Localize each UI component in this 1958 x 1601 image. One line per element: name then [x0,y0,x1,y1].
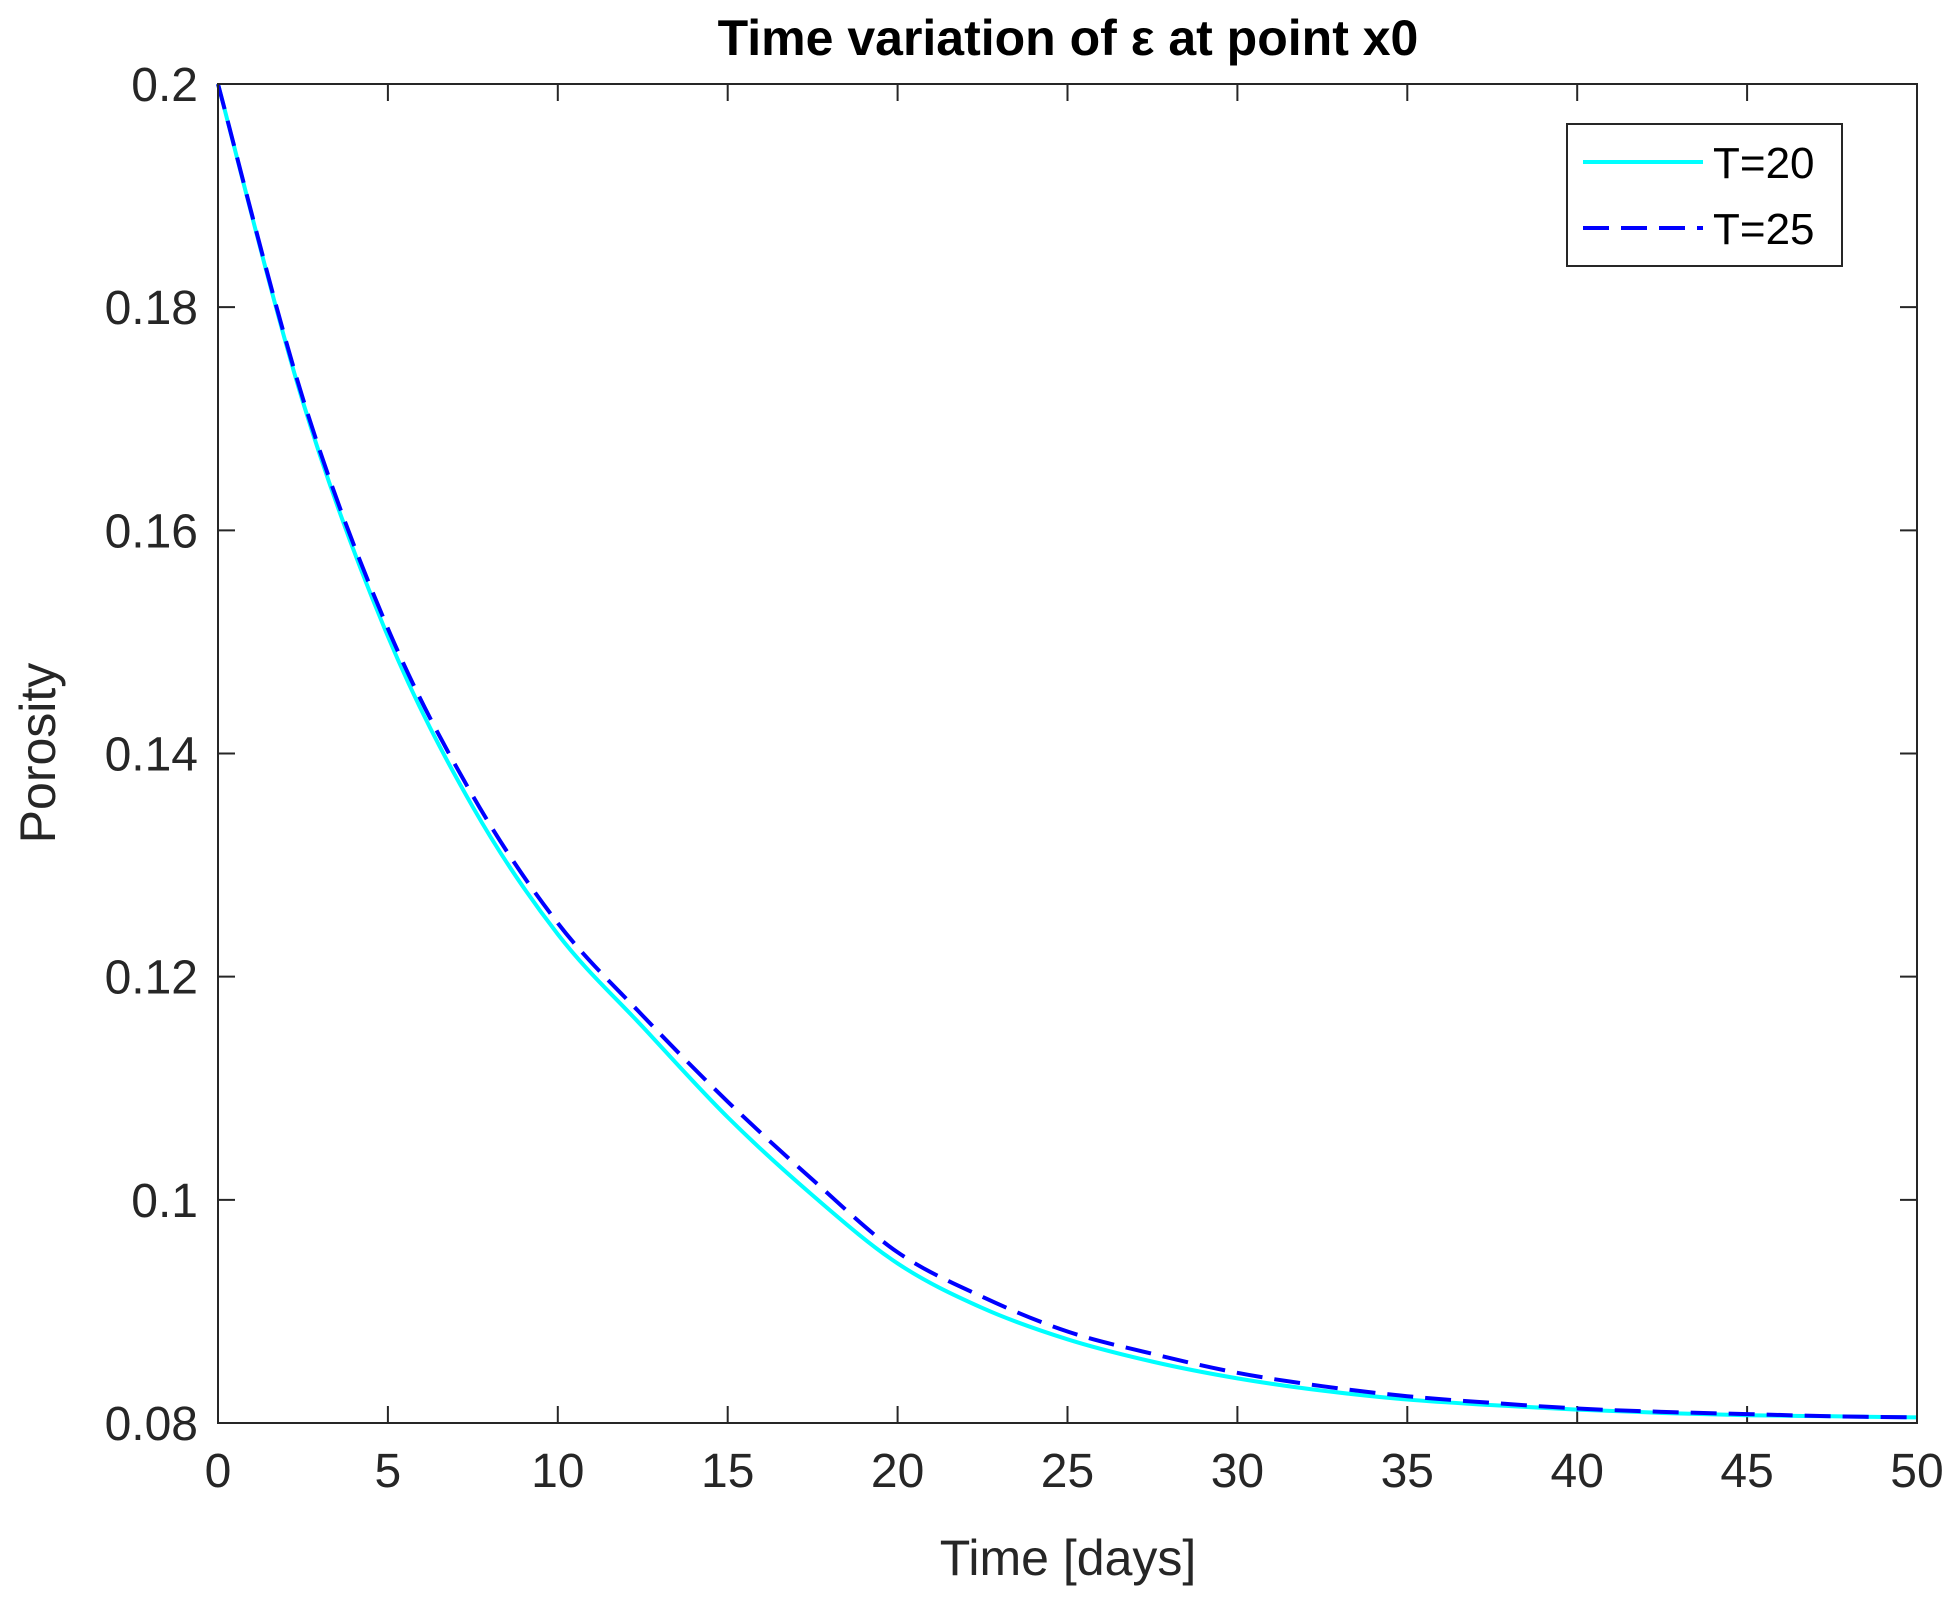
y-tick-label: 0.18 [105,282,198,335]
x-tick-label: 5 [375,1445,402,1498]
y-tick-label: 0.12 [105,952,198,1005]
plot-frame [217,83,1918,1424]
chart-title: Time variation of ε at point x0 [718,10,1419,66]
series-layer [216,83,1918,1420]
x-tick-label: 0 [205,1445,232,1498]
legend: T=20 T=25 [1566,123,1843,267]
y-tick-label: 0.1 [131,1175,198,1228]
x-axis-title: Time [days] [940,1530,1197,1586]
series-line-t25 [216,83,1918,1420]
x-tick-labels: 0 5 10 15 20 25 30 35 40 45 50 [205,1445,1944,1498]
x-tick-label: 40 [1551,1445,1604,1498]
x-tick-label: 35 [1381,1445,1434,1498]
x-tick-label: 50 [1890,1445,1943,1498]
y-tick-labels: 0.08 0.1 0.12 0.14 0.16 0.18 0.2 [105,59,198,1451]
x-tick-label: 20 [871,1445,924,1498]
legend-label-t25: T=25 [1713,205,1815,254]
x-tick-label: 15 [701,1445,754,1498]
legend-box [1566,123,1843,267]
y-tick-label: 0.2 [131,59,198,112]
x-tick-label: 30 [1211,1445,1264,1498]
y-axis-title: Porosity [10,663,66,844]
x-tick-label: 10 [531,1445,584,1498]
y-tick-label: 0.16 [105,505,198,558]
legend-label-t20: T=20 [1713,139,1815,188]
y-tick-label: 0.08 [105,1398,198,1451]
x-tick-label: 25 [1041,1445,1094,1498]
plot-area [218,84,1917,1423]
x-tick-label: 45 [1720,1445,1773,1498]
y-tick-label: 0.14 [105,729,198,782]
